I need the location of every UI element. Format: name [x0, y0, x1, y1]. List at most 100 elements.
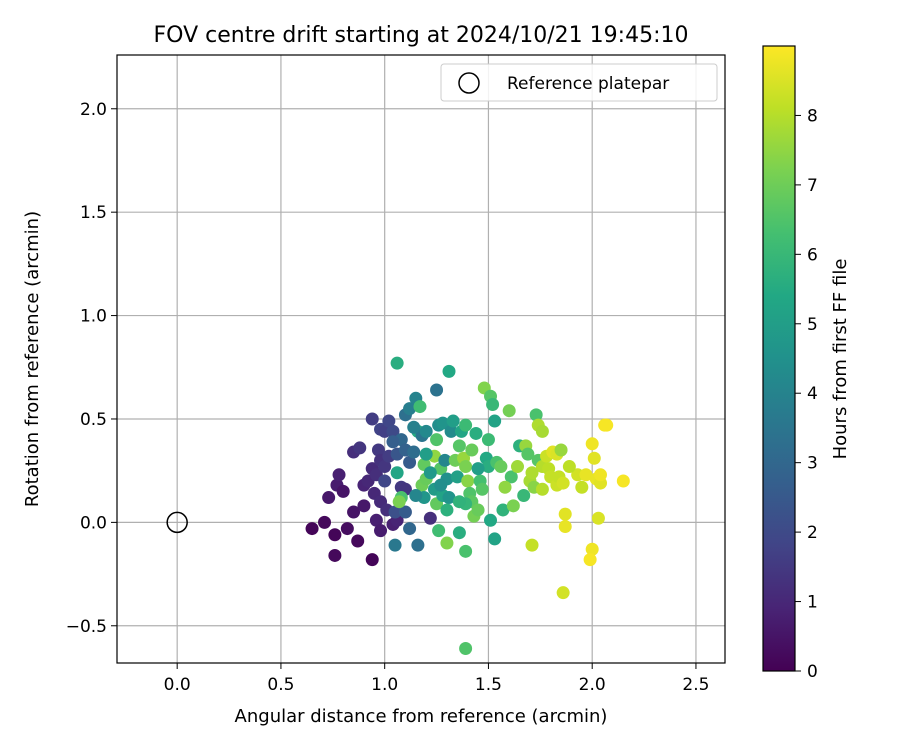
data-point: [525, 538, 539, 552]
data-point: [469, 426, 483, 440]
plot-area: 0.0 0.5 1.0 1.5 2.0 2.5 −0.5 0.0 0.5 1.0 1.5 2.0: [66, 54, 726, 695]
data-point: [430, 433, 444, 447]
data-point: [438, 453, 452, 467]
data-point: [382, 414, 396, 428]
data-point: [442, 491, 456, 505]
x-tick-label: 0.0: [164, 675, 191, 695]
y-axis-label: Rotation from reference (arcmin): [22, 211, 43, 507]
data-point: [371, 443, 385, 457]
data-point: [575, 480, 589, 494]
y-tick-label: −0.5: [66, 617, 107, 637]
data-point: [332, 468, 346, 482]
data-point: [411, 538, 425, 552]
legend-marker-icon: [458, 72, 480, 94]
colorbar-label: Hours from first FF file: [830, 259, 851, 460]
data-point: [506, 499, 520, 513]
legend-entry-reference-platepar: Reference platepar: [507, 74, 669, 94]
data-point: [386, 435, 400, 449]
plot-background: [117, 55, 725, 663]
chart-title: FOV centre drift starting at 2024/10/21 …: [154, 23, 689, 48]
data-point: [434, 478, 448, 492]
data-point: [403, 522, 417, 536]
data-point: [587, 451, 601, 465]
data-point: [398, 505, 412, 519]
data-point: [535, 482, 549, 496]
data-point: [475, 482, 489, 496]
colorbar-tick-label: 6: [807, 245, 818, 265]
data-point: [510, 460, 524, 474]
data-point: [583, 553, 597, 567]
data-point: [305, 522, 319, 536]
x-tick-label: 1.5: [475, 675, 502, 695]
data-point: [498, 480, 512, 494]
data-point: [328, 548, 342, 562]
data-point: [452, 526, 466, 540]
data-point: [535, 424, 549, 438]
data-point: [558, 507, 572, 521]
data-point: [388, 505, 402, 519]
x-tick-label: 1.0: [371, 675, 398, 695]
grid-lines: [117, 55, 725, 663]
data-point: [403, 402, 417, 416]
data-point: [444, 424, 458, 438]
data-point: [600, 418, 614, 432]
data-point: [390, 356, 404, 370]
data-point: [386, 424, 400, 438]
data-point: [446, 414, 460, 428]
data-point: [593, 468, 607, 482]
data-point: [585, 437, 599, 451]
colorbar-tick-label: 1: [807, 593, 818, 613]
data-point: [365, 412, 379, 426]
data-point: [502, 404, 516, 418]
data-point: [353, 441, 367, 455]
data-point: [616, 474, 630, 488]
data-point: [351, 534, 365, 548]
x-tick-label: 2.5: [682, 675, 709, 695]
y-tick-label: 1.0: [80, 307, 107, 327]
data-point: [452, 439, 466, 453]
data-point: [413, 400, 427, 414]
data-point: [347, 505, 361, 519]
colorbar-tick-label: 2: [807, 523, 818, 543]
y-axis-ticks: −0.5 0.0 0.5 1.0 1.5 2.0: [66, 100, 117, 637]
data-point: [556, 586, 570, 600]
data-point: [494, 460, 508, 474]
data-point: [378, 474, 392, 488]
data-point: [459, 642, 473, 656]
data-point: [504, 470, 518, 484]
x-tick-label: 2.0: [579, 675, 606, 695]
data-points: [305, 356, 630, 656]
x-axis-ticks: 0.0 0.5 1.0 1.5 2.0 2.5: [164, 663, 709, 695]
data-point: [486, 397, 500, 411]
data-point: [484, 513, 498, 527]
data-point: [419, 424, 433, 438]
data-point: [388, 538, 402, 552]
data-point: [442, 364, 456, 378]
reference-platepar-marker: [166, 511, 188, 534]
data-point: [336, 484, 350, 498]
data-point: [419, 447, 433, 461]
data-point: [409, 488, 423, 502]
data-point: [481, 433, 495, 447]
data-point: [318, 515, 332, 529]
data-point: [452, 495, 466, 509]
data-point: [328, 528, 342, 542]
data-point: [459, 544, 473, 558]
data-point: [340, 522, 354, 536]
data-point: [496, 503, 510, 517]
y-tick-label: 0.5: [80, 410, 107, 430]
data-point: [423, 511, 437, 525]
data-point: [450, 470, 464, 484]
data-point: [357, 499, 371, 513]
x-axis-label: Angular distance from reference (arcmin): [235, 706, 608, 727]
data-point: [562, 460, 576, 474]
data-point: [579, 468, 593, 482]
data-point: [374, 524, 388, 538]
data-point: [407, 445, 421, 459]
colorbar: 0 1 2 3 4 5 6 7 8 Hours from first FF file: [762, 45, 851, 682]
data-point: [471, 503, 485, 517]
data-point: [461, 474, 475, 488]
colorbar-tick-label: 7: [807, 176, 818, 196]
data-point: [488, 532, 502, 546]
colorbar-tick-label: 3: [807, 454, 818, 474]
